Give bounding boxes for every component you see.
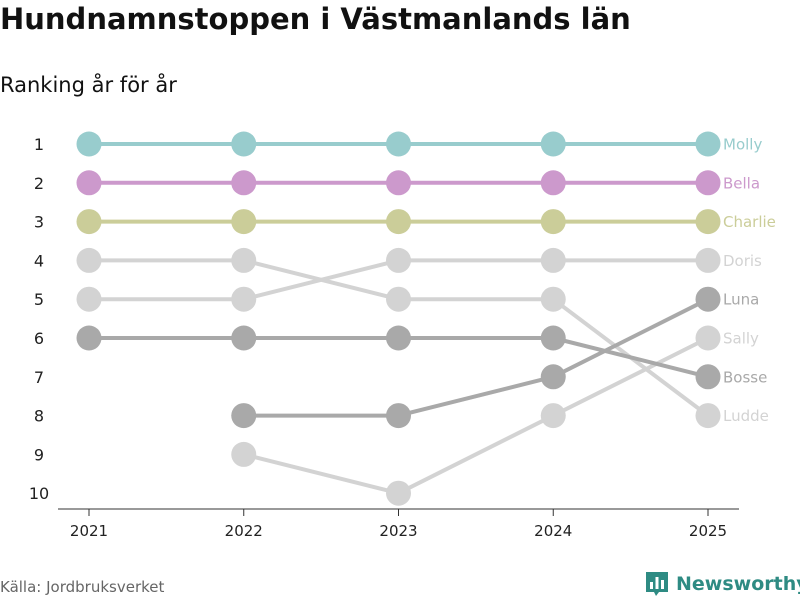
data-point-molly (695, 131, 721, 157)
data-point-luna (231, 403, 257, 429)
data-point-ludde (695, 247, 721, 273)
data-point-ludde (76, 286, 102, 312)
data-point-doris (231, 247, 257, 273)
end-label-sally: Sally (723, 330, 759, 348)
data-point-bosse (76, 325, 102, 351)
data-point-ludde (386, 247, 411, 273)
data-point-sally (231, 441, 257, 467)
data-point-charlie (695, 209, 721, 235)
data-point-bella (695, 170, 721, 196)
x-tick-label: 2023 (379, 522, 417, 540)
y-tick-label: 6 (34, 329, 44, 348)
end-label-bosse: Bosse (723, 368, 767, 386)
data-point-doris (695, 403, 721, 429)
y-tick-label: 9 (34, 445, 44, 464)
end-label-molly: Molly (723, 136, 762, 154)
x-tick-label: 2024 (534, 522, 572, 540)
data-point-bosse (695, 364, 721, 390)
y-tick-label: 1 (34, 135, 44, 154)
data-point-sally (540, 403, 566, 429)
data-point-doris (76, 247, 102, 273)
data-point-charlie (231, 209, 257, 235)
x-tick-label: 2021 (70, 522, 108, 540)
end-label-bella: Bella (723, 174, 760, 192)
y-tick-label: 2 (34, 174, 44, 193)
x-tick-label: 2025 (689, 522, 727, 540)
data-point-charlie (76, 209, 102, 235)
source-note: Källa: Jordbruksverket (0, 578, 165, 596)
data-point-charlie (540, 209, 566, 235)
series-line-luna (241, 297, 710, 418)
y-tick-label: 7 (34, 368, 44, 387)
data-point-charlie (386, 209, 411, 235)
data-point-luna (540, 364, 566, 390)
data-point-bosse (231, 325, 257, 351)
data-point-bella (231, 170, 257, 196)
data-point-molly (231, 131, 257, 157)
data-point-sally (695, 325, 721, 351)
data-point-doris (386, 286, 411, 312)
y-tick-label: 3 (34, 213, 44, 232)
series-line-sally (241, 336, 710, 496)
data-point-molly (76, 131, 102, 157)
y-tick-label: 5 (34, 290, 44, 309)
end-label-luna: Luna (723, 291, 759, 309)
x-tick-label: 2022 (225, 522, 263, 540)
data-point-molly (386, 131, 411, 157)
y-tick-label: 10 (29, 484, 49, 503)
data-point-bosse (386, 325, 411, 351)
y-tick-label: 4 (34, 251, 44, 270)
data-point-bella (386, 170, 411, 196)
data-point-bosse (540, 325, 566, 351)
y-tick-label: 8 (34, 407, 44, 426)
newsworthy-logo-icon (646, 572, 668, 596)
data-point-luna (695, 286, 721, 312)
end-label-doris: Doris (723, 252, 762, 270)
end-label-ludde: Ludde (723, 407, 769, 425)
data-point-molly (540, 131, 566, 157)
data-point-bella (76, 170, 102, 196)
data-point-ludde (540, 247, 566, 273)
data-point-luna (386, 403, 411, 429)
end-label-charlie: Charlie (723, 213, 776, 231)
chart-subtitle: Ranking år för år (0, 73, 177, 97)
data-point-bella (540, 170, 566, 196)
brand-name: Newsworthy (676, 573, 800, 595)
chart-title: Hundnamnstoppen i Västmanlands län (0, 2, 631, 36)
data-point-ludde (231, 286, 257, 312)
data-point-sally (386, 480, 411, 506)
data-point-doris (540, 286, 566, 312)
brand-logo: Newsworthy (644, 570, 800, 598)
